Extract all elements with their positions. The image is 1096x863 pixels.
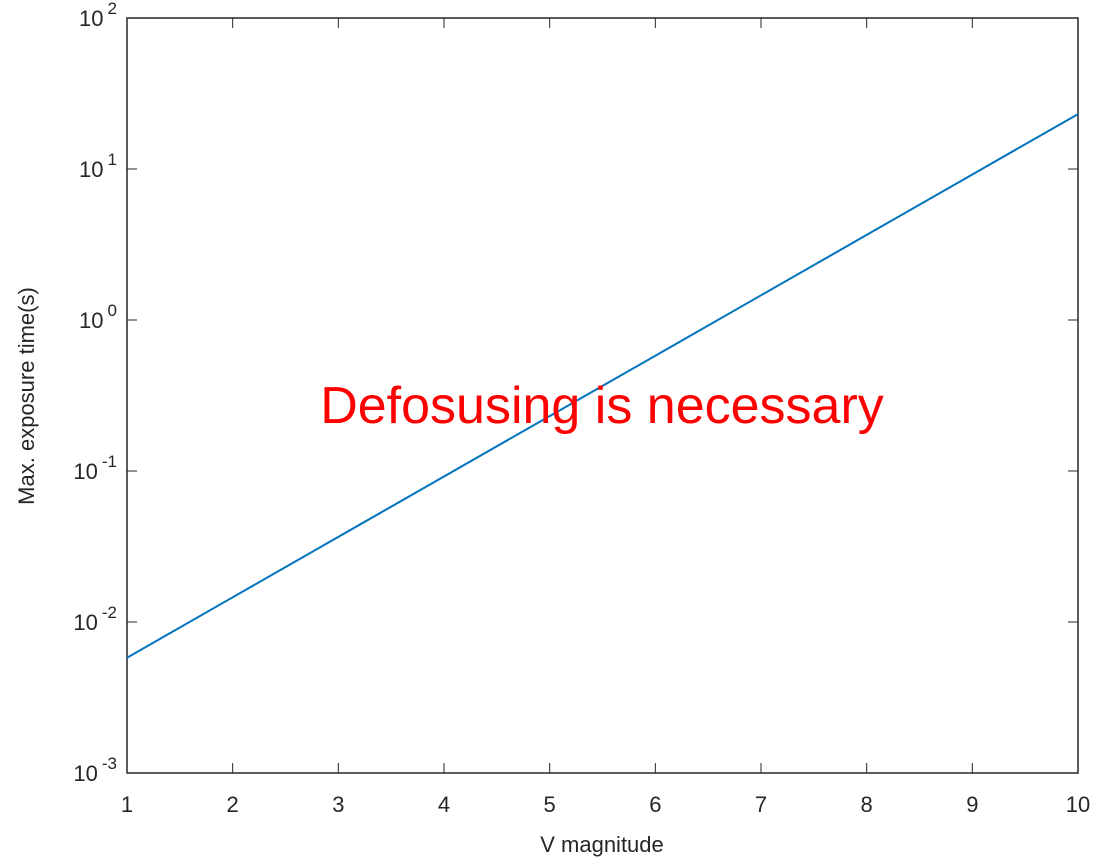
series-line bbox=[126, 113, 1079, 659]
x-tick-label: 5 bbox=[544, 792, 556, 817]
x-tick-label: 9 bbox=[966, 792, 978, 817]
y-axis-label: Max. exposure time(s) bbox=[14, 287, 39, 505]
y-tick-label: 10 1 bbox=[79, 150, 117, 182]
y-tick-label: 10 0 bbox=[79, 301, 117, 333]
plot-frame bbox=[126, 17, 1079, 774]
y-tick-label: 10 -3 bbox=[73, 754, 117, 786]
x-tick-label: 3 bbox=[332, 792, 344, 817]
x-tick-label: 2 bbox=[227, 792, 239, 817]
x-tick-label: 8 bbox=[861, 792, 873, 817]
y-tick-label: 10 -1 bbox=[73, 452, 117, 484]
x-tick-label: 6 bbox=[649, 792, 661, 817]
x-axis-label: V magnitude bbox=[540, 832, 664, 857]
x-tick-label: 4 bbox=[438, 792, 450, 817]
y-tick-label: 10 -2 bbox=[73, 603, 117, 635]
x-tick-label: 7 bbox=[755, 792, 767, 817]
x-tick-label: 10 bbox=[1066, 792, 1090, 817]
x-tick-label: 1 bbox=[121, 792, 133, 817]
annotation: Defosusing is necessary bbox=[320, 377, 884, 435]
y-tick-label: 10 2 bbox=[79, 0, 117, 31]
